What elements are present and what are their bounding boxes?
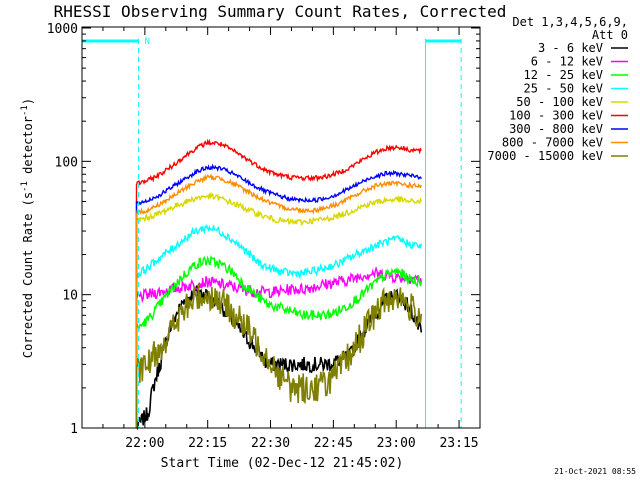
series-line-7 [135, 173, 422, 428]
legend-header-line1: Det 1,3,4,5,6,9, [512, 15, 628, 29]
x-tick-label-1: 22:15 [188, 436, 227, 451]
attenuator-bar-label: N [145, 37, 150, 47]
legend-label-0: 3 - 6 keV [538, 41, 603, 55]
y-tick-label-1: 10 [62, 289, 78, 304]
series-line-4 [135, 191, 422, 428]
chart-title: RHESSI Observing Summary Count Rates, Co… [54, 2, 507, 21]
y-axis-label-detector: detector [21, 116, 35, 181]
y-tick-label-2: 100 [55, 155, 78, 170]
series-layer [135, 138, 423, 431]
legend-label-4: 50 - 100 keV [516, 95, 603, 109]
series-line-5 [135, 138, 422, 428]
legend-label-1: 6 - 12 keV [531, 55, 603, 69]
series-line-3 [135, 223, 422, 428]
series-line-8 [135, 283, 423, 428]
y-tick-label-0: 1 [70, 422, 78, 437]
y-tick-label-3: 1000 [47, 22, 78, 37]
legend-label-5: 100 - 300 keV [509, 109, 603, 123]
legend-label-8: 7000 - 15000 keV [487, 149, 603, 163]
x-tick-label-2: 22:30 [251, 436, 290, 451]
x-tick-label-3: 22:45 [314, 436, 353, 451]
legend-label-7: 800 - 7000 keV [502, 136, 603, 150]
x-tick-label-0: 22:00 [125, 436, 164, 451]
series-line-1 [135, 265, 422, 428]
y-axis-label-main: Corrected Count Rate (s [21, 192, 35, 358]
legend-label-6: 300 - 800 keV [509, 122, 603, 136]
y-axis-label: Corrected Count Rate (s-1 detector-1) [20, 98, 35, 358]
x-tick-label-4: 23:00 [377, 436, 416, 451]
legend-label-2: 12 - 25 keV [524, 68, 603, 82]
axis-layer: 22:00 22:15 22:30 22:45 23:00 23:15 1 10 100 1000 [47, 22, 480, 451]
y-axis-label-exp1: -1 [20, 181, 30, 192]
y-axis-label-exp2: -1 [20, 105, 30, 116]
plot-frame [81, 26, 481, 429]
footer-timestamp: 21-Oct-2021 08:55 [554, 467, 636, 476]
y-axis-label-close: ) [21, 98, 35, 105]
legend-header-line2: Att 0 [592, 28, 628, 42]
series-line-2 [135, 254, 422, 428]
series-line-6 [135, 163, 422, 428]
x-axis-label: Start Time (02-Dec-12 21:45:02) [161, 456, 404, 471]
x-tick-label-5: 23:15 [439, 436, 478, 451]
legend-label-3: 25 - 50 keV [524, 82, 603, 96]
